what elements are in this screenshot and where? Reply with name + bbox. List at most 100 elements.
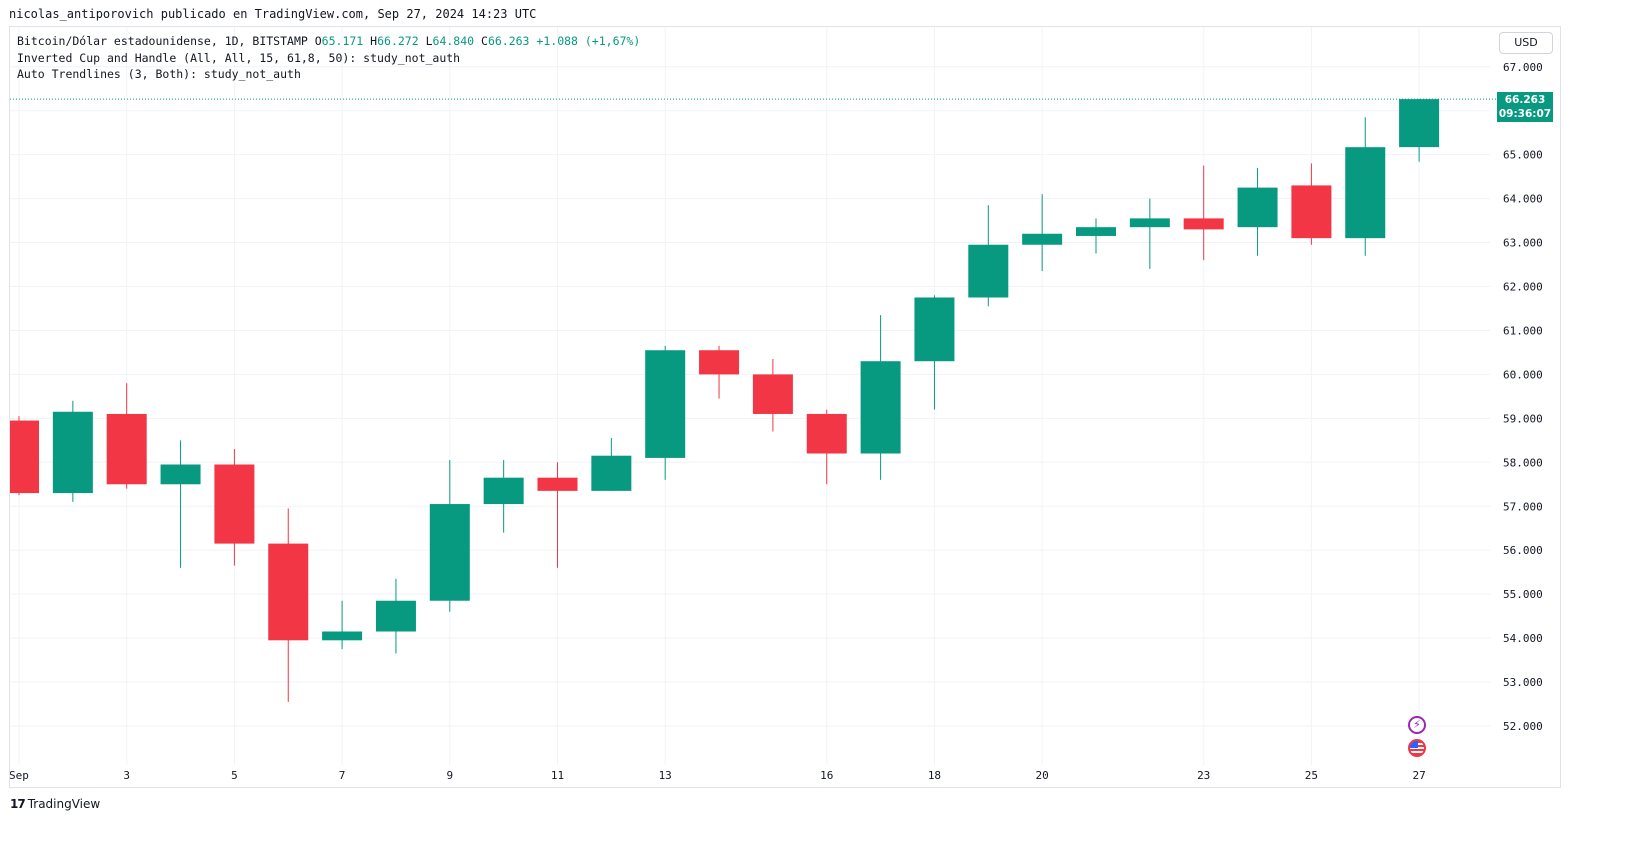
x-tick-label: 25 xyxy=(1305,769,1318,782)
candle xyxy=(806,409,847,485)
tradingview-brand[interactable]: 17 TradingView xyxy=(10,797,100,811)
candle-body xyxy=(699,350,740,375)
currency-button[interactable]: USD xyxy=(1499,32,1553,54)
x-tick-label: 18 xyxy=(928,769,941,782)
candle xyxy=(645,345,686,480)
legend-symbol: Bitcoin/Dólar estadounidense, 1D, BITSTA… xyxy=(17,34,308,48)
candle-body xyxy=(1237,187,1278,228)
candle-body xyxy=(1291,185,1332,239)
candle xyxy=(1129,198,1170,269)
last-price-value: 66.263 xyxy=(1504,94,1546,106)
candle-body xyxy=(429,504,470,601)
candle-body xyxy=(160,464,201,485)
y-tick-label: 56.000 xyxy=(1503,544,1543,557)
candle xyxy=(914,295,955,410)
legend-open-label: O xyxy=(314,34,322,48)
legend-open-value: 65.171 xyxy=(321,34,364,48)
candle-body xyxy=(752,374,793,414)
legend-low-label: L xyxy=(425,34,433,48)
candle xyxy=(375,578,416,654)
candle xyxy=(160,440,201,568)
x-tick-label: 13 xyxy=(659,769,672,782)
y-tick-label: 64.000 xyxy=(1503,193,1543,206)
candle-body xyxy=(52,411,93,494)
publisher-credit: nicolas_antiporovich publicado en Tradin… xyxy=(9,7,537,21)
candle-body xyxy=(1076,227,1116,236)
candle-body xyxy=(1345,147,1386,239)
candle-body xyxy=(860,361,901,454)
candle-body xyxy=(968,244,1009,298)
legend-high-value: 66.272 xyxy=(377,34,419,48)
candle xyxy=(591,438,632,491)
tradingview-logo-icon: 17 xyxy=(10,797,26,811)
x-tick-label: 20 xyxy=(1036,769,1049,782)
axis-layer: 52.000 53.000 54.000 55.000 56.000 57.000 58.0… xyxy=(9,61,1543,782)
candle-body xyxy=(214,464,255,544)
x-tick-label: Sep xyxy=(9,769,29,782)
candle xyxy=(1291,163,1332,245)
legend-high-label: H xyxy=(370,34,378,48)
candle xyxy=(268,508,309,702)
x-tick-label: 7 xyxy=(339,769,346,782)
y-tick-label: 58.000 xyxy=(1503,456,1543,469)
legend-indicator-trendlines[interactable]: Auto Trendlines (3, Both): study_not_aut… xyxy=(17,67,301,81)
candle xyxy=(1183,165,1224,261)
y-tick-label: 53.000 xyxy=(1503,676,1543,689)
candle-body xyxy=(537,477,578,491)
x-tick-label: 23 xyxy=(1197,769,1210,782)
candle-body xyxy=(483,477,524,505)
legend-symbol-row[interactable]: Bitcoin/Dólar estadounidense, 1D, BITSTA… xyxy=(17,33,640,50)
y-tick-label: 65.000 xyxy=(1503,149,1543,162)
candle xyxy=(52,400,93,502)
y-tick-label: 57.000 xyxy=(1503,500,1543,513)
y-tick-label: 54.000 xyxy=(1503,632,1543,645)
candle-body xyxy=(10,420,39,494)
candle-body xyxy=(1183,218,1224,230)
candle xyxy=(1345,117,1386,256)
x-tick-label: 16 xyxy=(820,769,833,782)
y-tick-label: 55.000 xyxy=(1503,588,1543,601)
y-tick-label: 60.000 xyxy=(1503,368,1543,381)
candle xyxy=(322,600,363,650)
candle-body xyxy=(268,543,309,641)
candle-body xyxy=(106,413,147,485)
candle xyxy=(537,462,578,568)
candle xyxy=(1399,98,1440,162)
candle-body xyxy=(1399,99,1440,148)
candle xyxy=(10,416,39,496)
y-tick-label: 62.000 xyxy=(1503,281,1543,294)
x-tick-label: 5 xyxy=(231,769,238,782)
candle-body xyxy=(645,350,686,458)
y-tick-label: 67.000 xyxy=(1503,61,1543,74)
legend-change: +1.088 (+1,67%) xyxy=(536,34,641,48)
candle-body xyxy=(1129,218,1170,228)
y-tick-label: 52.000 xyxy=(1503,720,1543,733)
candle xyxy=(429,460,470,612)
bar-countdown: 09:36:07 xyxy=(1498,108,1552,120)
legend-low-value: 64.840 xyxy=(432,34,475,48)
candle xyxy=(1022,194,1063,272)
candles-layer xyxy=(10,98,1440,702)
candle xyxy=(483,460,524,533)
candle xyxy=(214,449,255,566)
x-tick-label: 11 xyxy=(551,769,564,782)
candle xyxy=(699,345,740,399)
legend-close-label: C xyxy=(481,34,488,48)
last-price-label: 66.263 09:36:07 xyxy=(1497,92,1553,122)
legend-close-value: 66.263 xyxy=(487,34,530,48)
candle-body xyxy=(591,455,632,491)
candle xyxy=(1076,218,1116,254)
candle-body xyxy=(914,297,955,362)
candle-body xyxy=(375,600,416,632)
candle xyxy=(968,205,1009,307)
chart-frame xyxy=(9,26,1561,788)
candle xyxy=(1237,167,1278,256)
legend-indicator-cup-handle[interactable]: Inverted Cup and Handle (All, All, 15, 6… xyxy=(17,50,461,65)
brand-name: TradingView xyxy=(27,797,101,811)
lightning-icon[interactable]: ⚡ xyxy=(1408,716,1426,734)
x-tick-label: 9 xyxy=(446,769,453,782)
us-flag-icon[interactable] xyxy=(1408,739,1426,757)
chart-legend: Bitcoin/Dólar estadounidense, 1D, BITSTA… xyxy=(17,33,640,83)
candle xyxy=(860,315,901,480)
